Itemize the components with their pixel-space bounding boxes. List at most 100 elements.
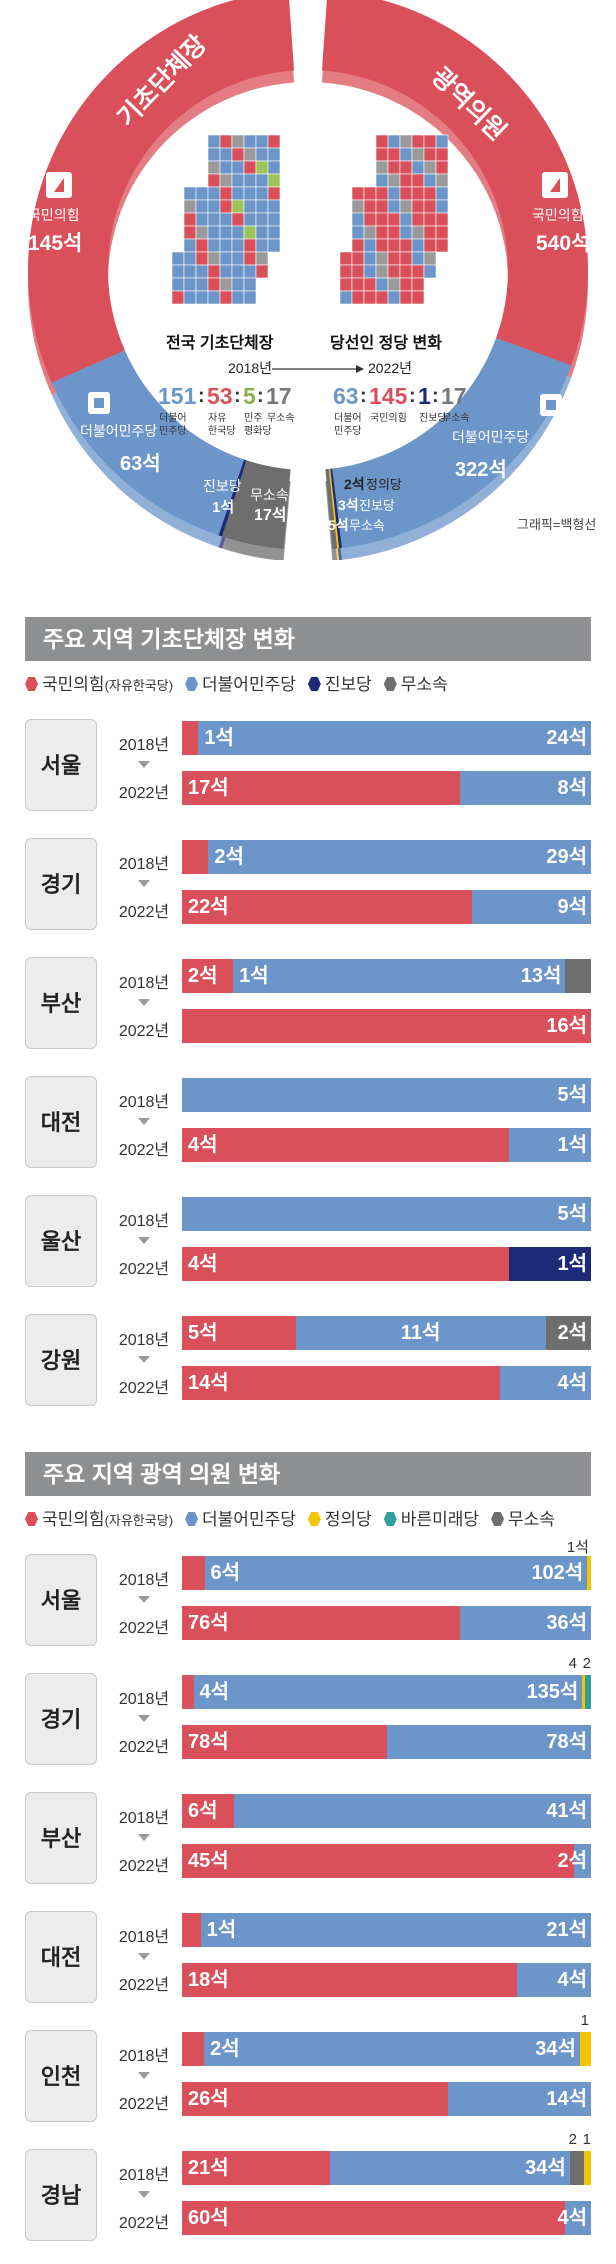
map-district <box>387 277 401 292</box>
map-district <box>183 212 197 227</box>
bar-value-label: 4석 <box>557 1969 587 1991</box>
map-district <box>435 225 449 240</box>
map-district <box>255 173 269 188</box>
map-district <box>255 212 269 227</box>
region-row: 서울 2018년 2022년 24석 1석 17석 8석 <box>25 715 591 815</box>
bar-value-label: 16석 <box>546 1015 587 1037</box>
map-district <box>207 134 221 149</box>
map-district <box>399 238 413 253</box>
map-district <box>195 264 209 279</box>
left-ppp-label: 국민의힘 <box>28 207 80 223</box>
stacked-bar: 2석 13석 1석 <box>182 959 591 993</box>
stacked-bar: 34석 2석 <box>182 2032 591 2066</box>
right-ppp-segment <box>321 0 588 366</box>
map-district <box>339 251 353 266</box>
triangle-down-icon <box>138 2072 150 2079</box>
bar-segment-ppp <box>182 1675 194 1709</box>
bar-callout-label: 2 <box>582 1655 591 1672</box>
map-district <box>267 186 281 201</box>
count-label: 한국당 <box>208 425 236 437</box>
bar-callout-label: 1 <box>582 2131 591 2148</box>
triangle-down-icon <box>138 880 150 887</box>
map-district <box>351 277 365 292</box>
count-label: 민주 <box>244 412 262 424</box>
bar-value-label: 21석 <box>546 1919 587 1941</box>
map-district <box>399 186 413 201</box>
legend-label: 바른미래당 <box>400 1510 479 1529</box>
count-value: 17 <box>266 383 292 409</box>
map-district <box>351 199 365 214</box>
bar-segment-ppp: 2석 <box>182 959 234 993</box>
map-district <box>243 199 257 214</box>
map-district <box>411 225 425 240</box>
legend-item: 정의당 <box>307 1505 372 1530</box>
bar-segment-dem: 135석 4석 <box>193 1675 583 1709</box>
bar-segment-dem: 5석 <box>182 1078 591 1112</box>
map-district <box>387 212 401 227</box>
right-ppp-label: 국민의힘 <box>532 207 584 223</box>
region-name: 대전 <box>25 1076 97 1168</box>
triangle-down-icon <box>138 1356 150 1363</box>
count-label: 국민의힘 <box>370 412 407 424</box>
map-district <box>183 290 197 305</box>
map-district <box>195 199 209 214</box>
legend-councils: 국민의힘(자유한국당) 더불어민주당 정의당 바른미래당 무소속 <box>25 1505 567 1530</box>
year-label-2022: 2022년 <box>118 785 170 802</box>
map-district <box>207 225 221 240</box>
left-dem-value: 63석 <box>120 452 161 475</box>
bar-segment-ppp: 4석 <box>182 1128 510 1162</box>
bar-segment-ppp: 22석 <box>182 890 473 924</box>
bar-segment-ppp: 6석 <box>182 1794 235 1828</box>
year-label-2022: 2022년 <box>118 1380 170 1397</box>
year-label-2022: 2022년 <box>118 1142 170 1159</box>
bar-segment-dem: 41석 <box>234 1794 591 1828</box>
map-district <box>207 277 221 292</box>
region-row: 경기 2018년 2022년 135석 4석 78석 78석 4 2 <box>25 1655 591 1769</box>
bar-segment-dem: 4석 <box>500 1366 591 1400</box>
bar-segment-dem: 1석 <box>509 1128 591 1162</box>
bar-segment-justice <box>583 2151 591 2185</box>
legend-sublabel: (자유한국당) <box>104 1513 174 1528</box>
legend-swatch-icon <box>185 1512 199 1526</box>
map-district <box>363 199 377 214</box>
map-district <box>387 290 401 305</box>
year-2018-label: 2018년 <box>228 360 272 376</box>
map-district <box>339 264 353 279</box>
map-district <box>375 173 389 188</box>
region-row: 인천 2018년 2022년 34석 2석 26석 14석 1 <box>25 2012 591 2126</box>
legend-swatch-icon <box>185 677 199 691</box>
count-label: 민주당 <box>159 425 187 437</box>
map-district <box>243 264 257 279</box>
triangle-down-icon <box>138 1834 150 1841</box>
map-district <box>435 147 449 162</box>
map-district <box>219 238 233 253</box>
bar-value-label: 78석 <box>188 1731 229 1753</box>
map-district <box>243 212 257 227</box>
region-name: 대전 <box>25 1911 97 2003</box>
bar-segment-ppp: 4석 <box>182 1247 510 1281</box>
legend-swatch-icon <box>491 1512 504 1526</box>
bar-segment-dem: 2석 <box>557 1844 591 1878</box>
year-label-2018: 2018년 <box>118 1213 170 1230</box>
right-justice-value: 2석 <box>344 476 365 492</box>
year-label-2022: 2022년 <box>118 1977 170 1994</box>
year-label-2018: 2018년 <box>118 1691 170 1708</box>
map-district <box>387 147 401 162</box>
map-district <box>195 225 209 240</box>
legend-item: 진보당 <box>307 670 372 695</box>
map-district <box>387 251 401 266</box>
bar-segment-dem: 14석 <box>447 2082 591 2116</box>
map-district <box>375 147 389 162</box>
stacked-bar: 21석 34석 <box>182 2151 591 2185</box>
left-jinbo-value: 1석 <box>212 498 234 516</box>
map-district <box>231 277 245 292</box>
bar-segment-ppp: 76석 <box>182 1606 460 1640</box>
bar-value-label: 4석 <box>557 1372 587 1394</box>
map-district <box>363 277 377 292</box>
korea-map-2018 <box>171 134 281 305</box>
map-district <box>231 160 245 175</box>
map-district <box>231 173 245 188</box>
count-value: 17 <box>441 383 467 409</box>
map-district <box>423 199 437 214</box>
